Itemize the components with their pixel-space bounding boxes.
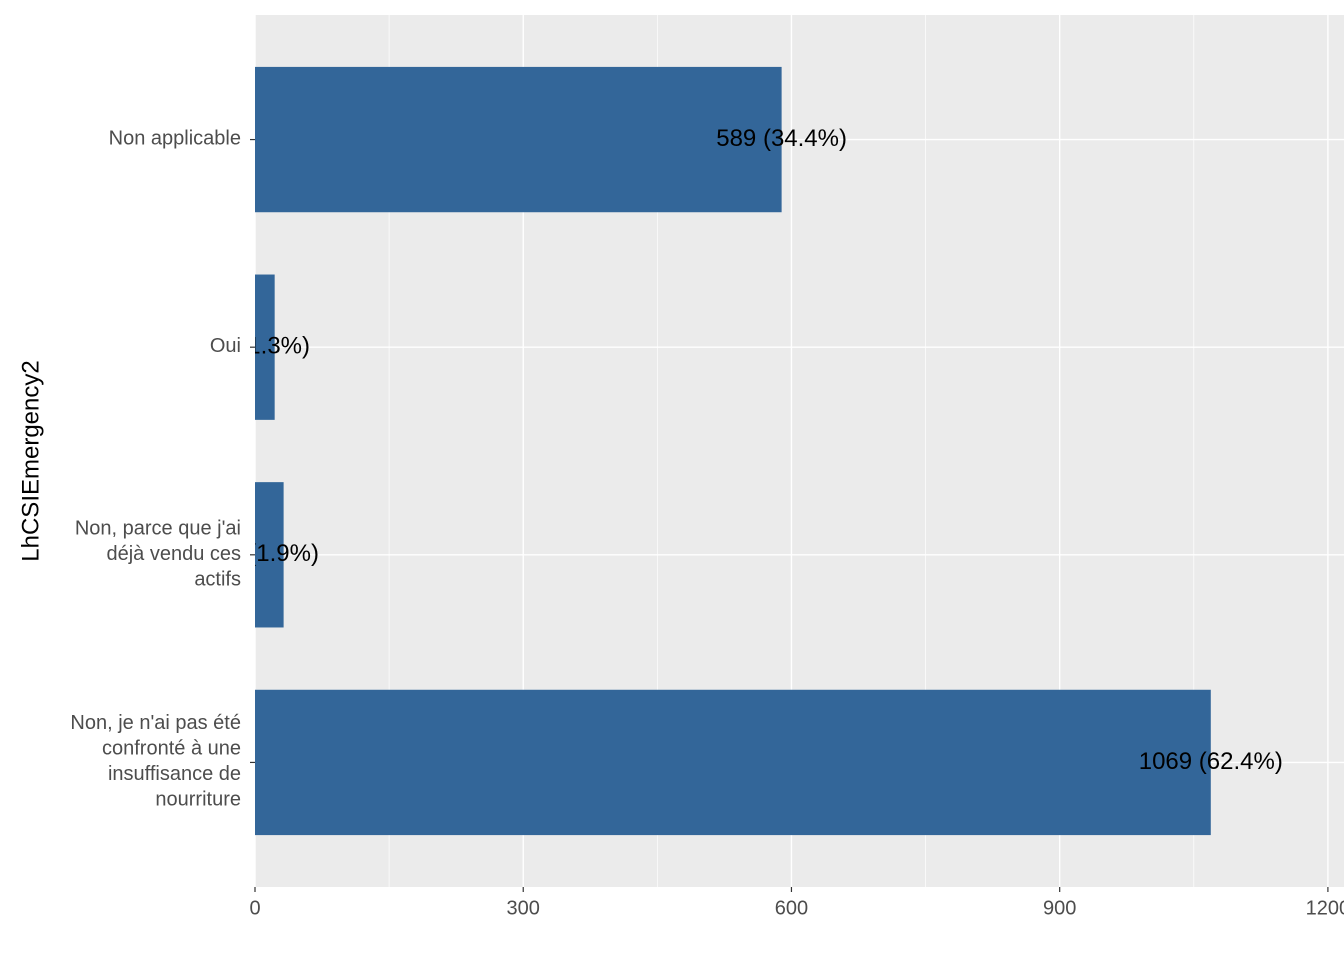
data-label: (1.3%) xyxy=(239,333,310,360)
y-tick-label-line: nourriture xyxy=(155,789,241,811)
data-label: (1.9%) xyxy=(248,540,319,567)
y-tick-label-line: Non applicable xyxy=(109,128,241,150)
y-tick-label-line: Non, parce que j'ai xyxy=(75,518,241,540)
y-tick-label: Non, parce que j'ai déjà vendu ces actifs xyxy=(75,518,241,591)
y-tick-label-line: Oui xyxy=(210,335,241,357)
x-tick-label: 1200 xyxy=(1306,897,1344,919)
x-tick-label: 0 xyxy=(249,897,260,919)
y-tick-label-line: confronté à une xyxy=(102,738,241,760)
y-tick-label: Oui xyxy=(210,335,241,357)
y-tick-label-line: insuffisance de xyxy=(108,763,241,785)
y-tick-label-line: Non, je n'ai pas été xyxy=(70,712,241,734)
bars: 589 (34.4%) (1.3%) (1.9%) 1069 (62.4%) xyxy=(239,66,1283,836)
x-tick-label: 600 xyxy=(775,897,808,919)
x-tick-label: 300 xyxy=(507,897,540,919)
bar xyxy=(255,482,284,628)
data-label: 1069 (62.4%) xyxy=(1139,748,1283,775)
bar xyxy=(255,274,275,420)
y-tick-label: Non, je n'ai pas été confronté à une insuf… xyxy=(70,712,241,811)
y-tick-label: Non applicable xyxy=(109,128,241,150)
x-tick-label: 900 xyxy=(1043,897,1076,919)
y-tick-label-line: déjà vendu ces xyxy=(106,543,241,565)
y-axis-title: LhCSIEmergency2 xyxy=(17,360,44,561)
y-tick-label-line: actifs xyxy=(194,569,241,591)
bar xyxy=(255,689,1211,836)
data-label: 589 (34.4%) xyxy=(716,125,847,152)
bar xyxy=(255,66,782,213)
